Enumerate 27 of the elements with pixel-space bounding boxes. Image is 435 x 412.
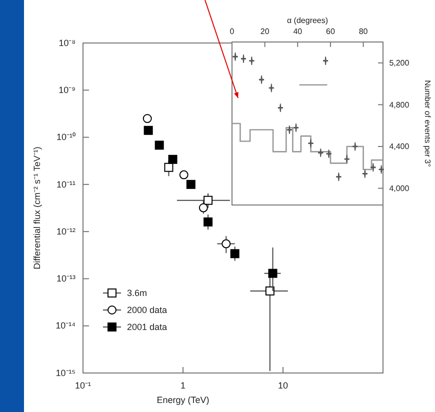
x-axis-title: α (degrees)	[286, 16, 328, 25]
y-axis-title: Number of events per 3°	[423, 80, 432, 167]
x-tick-label: 20	[260, 27, 270, 36]
y-tick-label: 4,000	[389, 184, 410, 193]
y-tick-label: 4,400	[389, 142, 410, 152]
y-axis-title: Differential flux (cm⁻² s⁻¹ TeV⁻¹)	[32, 146, 42, 270]
legend-label: 2000 data	[127, 305, 168, 315]
x-tick-label: 80	[358, 27, 368, 36]
x-tick-label: 10	[278, 380, 288, 391]
y-tick-label: 10⁻¹⁰	[56, 132, 76, 142]
x-tick-label: 10⁻¹	[74, 380, 92, 391]
x-tick-label: 40	[293, 27, 303, 36]
y-tick-label: 4,800	[389, 100, 410, 110]
y-tick-label: 10⁻⁸	[58, 38, 76, 48]
y-tick-label: 5,200	[389, 58, 410, 68]
y-tick-label: 10⁻¹²	[56, 226, 76, 236]
legend-label: 3.6m	[127, 288, 148, 298]
y-tick-label: 10⁻¹⁴	[56, 320, 76, 331]
x-tick-label: 60	[326, 27, 336, 36]
x-tick-label: 1	[180, 380, 186, 391]
x-axis-title: Energy (TeV)	[156, 395, 210, 405]
x-tick-label: 0	[230, 27, 235, 36]
y-tick-label: 10⁻¹⁵	[56, 368, 76, 378]
y-tick-label: 10⁻⁹	[58, 85, 76, 96]
legend-label: 2001 data	[127, 322, 168, 332]
y-tick-label: 10⁻¹³	[56, 274, 76, 284]
y-tick-label: 10⁻¹¹	[56, 179, 76, 190]
